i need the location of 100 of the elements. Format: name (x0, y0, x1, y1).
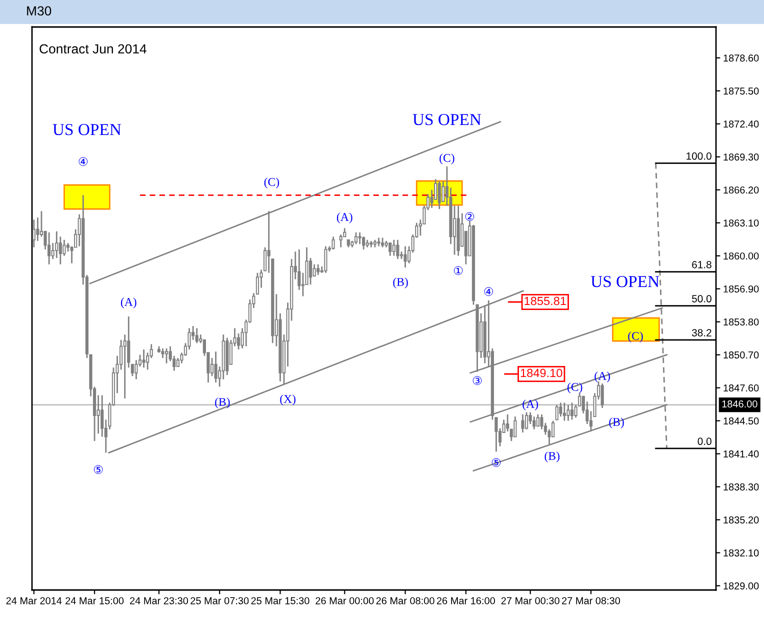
annotation: ① (454, 266, 463, 275)
candlestick (214, 350, 218, 384)
candlestick (380, 237, 384, 248)
ref-line-label: 1846.00 (722, 400, 758, 408)
candlestick (164, 348, 168, 364)
x-tick-label: 25 Mar 15:30 (251, 597, 310, 604)
legend-label: 38.2 (692, 329, 712, 336)
candlestick (570, 402, 574, 420)
candlestick (58, 236, 62, 266)
candlestick (195, 327, 198, 344)
annotation: (A) (120, 298, 136, 308)
annotation: (C) (628, 332, 643, 342)
annotation: US OPEN (412, 114, 482, 126)
candlestick (540, 414, 544, 430)
candlestick (559, 402, 562, 418)
candlestick (32, 218, 36, 248)
candlestick (362, 236, 366, 250)
candlestick (62, 239, 66, 257)
x-tick-label: 24 Mar 23:30 (130, 597, 188, 604)
annotation: (A) (522, 400, 538, 410)
candlestick (555, 404, 558, 420)
y-tick-label: 1829.00 (724, 582, 759, 590)
candlestick (396, 239, 400, 260)
annotation: ④ (78, 157, 88, 166)
annotation: (B) (544, 452, 560, 462)
candlestick (404, 246, 407, 268)
annotation: (A) (336, 212, 352, 224)
y-tick-label: 1841.40 (724, 450, 759, 458)
y-tick-label: 1850.70 (724, 351, 759, 359)
annotation: (X) (280, 394, 296, 406)
candlestick (316, 264, 320, 276)
x-tick-label: 26 Mar 16:00 (436, 597, 495, 604)
annotation: ⑤ (94, 465, 103, 474)
y-tick-label: 1847.60 (724, 384, 759, 392)
candlestick (562, 402, 566, 422)
annotation: ④ (484, 287, 494, 296)
x-tick-label: 25 Mar 07:30 (190, 597, 249, 604)
y-tick-label: 1863.10 (724, 219, 759, 227)
candlestick (55, 230, 58, 259)
annotation: (B) (393, 278, 408, 288)
annotation: Contract Jun 2014 (40, 44, 146, 54)
annotation: (A) (594, 372, 610, 382)
y-tick-label: 1878.60 (724, 54, 759, 62)
candlestick (123, 334, 126, 400)
candlestick (36, 216, 40, 242)
candlestick (521, 414, 524, 434)
candlestick (339, 234, 342, 248)
annotation: ② (465, 212, 474, 221)
y-tick-label: 1853.80 (724, 318, 759, 326)
annotation: (C) (264, 178, 280, 188)
candlestick (438, 180, 441, 210)
candlestick (536, 414, 540, 427)
x-tick-label: 24 Mar 2014 (6, 597, 62, 604)
annotation: (B) (215, 398, 230, 408)
y-tick-label: 1866.20 (724, 186, 759, 194)
candlestick (354, 232, 358, 245)
y-tick-label: 1856.90 (724, 285, 759, 293)
candlestick (514, 416, 517, 438)
x-tick-label: 27 Mar 08:30 (562, 597, 620, 604)
x-tick-label: 26 Mar 00:00 (316, 597, 374, 604)
annotation: US OPEN (52, 124, 122, 136)
annotation: US OPEN (590, 276, 660, 288)
series-label: 0.0 (698, 438, 712, 446)
x-tick-label: 27 Mar 00:30 (501, 597, 560, 604)
candlestick (532, 416, 536, 430)
annotation: (C) (440, 154, 454, 164)
candlestick (332, 236, 335, 250)
y-tick-label: 1844.50 (724, 417, 759, 425)
x-tick-label: 24 Mar 15:00 (66, 597, 124, 604)
annotation: ③ (472, 376, 482, 385)
y-tick-label: 1875.50 (724, 87, 759, 95)
annotation: 1849.10 (520, 368, 562, 378)
annotation: (C) (567, 382, 582, 394)
candlestick (142, 348, 146, 368)
y-tick-label: 1835.20 (724, 516, 759, 524)
candlestick (566, 404, 570, 422)
annotation: 1855.81 (524, 296, 566, 306)
candlestick (48, 232, 51, 266)
candlestick (298, 248, 301, 291)
candlestick (312, 264, 316, 277)
candlestick (600, 382, 604, 409)
legend-label: 61.8 (692, 260, 712, 268)
y-tick-label: 1838.30 (724, 483, 759, 490)
annotation: ⑤ (492, 458, 501, 467)
chart-title: M30 (27, 6, 52, 16)
candlestick (134, 359, 138, 380)
annotation: (B) (609, 418, 624, 428)
legend-label: 50.0 (692, 295, 712, 302)
series-label: 100.0 (686, 152, 712, 160)
candlestick (308, 257, 312, 286)
y-tick-label: 1869.30 (724, 153, 759, 161)
candlestick (442, 180, 445, 202)
y-tick-label: 1832.10 (724, 549, 759, 556)
candlestick (324, 246, 328, 274)
y-tick-label: 1872.40 (724, 120, 759, 128)
candlestick (524, 412, 528, 430)
x-tick-label: 26 Mar 08:00 (376, 597, 434, 604)
candlestick (392, 239, 396, 257)
y-tick-label: 1860.00 (724, 252, 759, 260)
candlestick (388, 242, 392, 257)
